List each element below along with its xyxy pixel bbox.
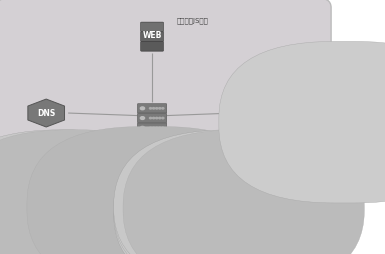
Circle shape	[152, 117, 155, 119]
Circle shape	[162, 117, 164, 119]
FancyBboxPatch shape	[114, 130, 351, 254]
FancyBboxPatch shape	[123, 130, 365, 254]
Text: 内网终端: 内网终端	[61, 223, 77, 229]
Text: 连接过外网: 连接过外网	[334, 138, 355, 145]
Circle shape	[156, 117, 158, 119]
Text: 内网终端: 内网终端	[144, 218, 160, 224]
Text: DNS: DNS	[37, 108, 55, 118]
FancyBboxPatch shape	[236, 204, 251, 212]
Circle shape	[159, 117, 161, 119]
Circle shape	[152, 127, 155, 129]
Circle shape	[141, 126, 145, 129]
Text: 内网终端: 内网终端	[231, 223, 247, 229]
FancyBboxPatch shape	[138, 211, 166, 215]
FancyBboxPatch shape	[141, 22, 163, 32]
FancyBboxPatch shape	[219, 41, 385, 203]
FancyBboxPatch shape	[0, 130, 195, 254]
Text: WEB: WEB	[142, 31, 162, 40]
Circle shape	[159, 127, 161, 129]
FancyBboxPatch shape	[139, 201, 165, 213]
FancyBboxPatch shape	[0, 133, 181, 254]
Circle shape	[156, 127, 158, 129]
Circle shape	[149, 127, 152, 129]
FancyBboxPatch shape	[137, 114, 167, 123]
FancyBboxPatch shape	[114, 136, 351, 254]
Text: 核心交换: 核心交换	[144, 138, 161, 145]
Circle shape	[149, 117, 152, 119]
Text: 内部网站JS代码: 内部网站JS代码	[177, 17, 209, 24]
Circle shape	[159, 108, 161, 109]
FancyBboxPatch shape	[27, 126, 277, 254]
Circle shape	[162, 108, 164, 109]
FancyBboxPatch shape	[141, 42, 163, 51]
FancyBboxPatch shape	[58, 202, 68, 217]
FancyBboxPatch shape	[330, 128, 360, 131]
Circle shape	[141, 107, 145, 110]
FancyBboxPatch shape	[137, 123, 167, 132]
Circle shape	[156, 108, 158, 109]
FancyBboxPatch shape	[137, 104, 167, 113]
FancyBboxPatch shape	[0, 130, 181, 254]
Circle shape	[141, 117, 145, 119]
FancyBboxPatch shape	[114, 133, 351, 254]
Circle shape	[152, 108, 155, 109]
Polygon shape	[28, 99, 65, 127]
Polygon shape	[238, 99, 275, 127]
Circle shape	[253, 105, 259, 110]
FancyBboxPatch shape	[0, 0, 331, 254]
Text: 非法外联监测模块: 非法外联监测模块	[241, 134, 271, 139]
Circle shape	[149, 108, 152, 109]
Text: DNS系统: DNS系统	[35, 134, 58, 140]
FancyBboxPatch shape	[331, 116, 358, 129]
FancyBboxPatch shape	[0, 136, 181, 254]
FancyBboxPatch shape	[67, 204, 82, 212]
FancyBboxPatch shape	[227, 202, 237, 217]
FancyBboxPatch shape	[141, 32, 163, 41]
Circle shape	[162, 127, 164, 129]
